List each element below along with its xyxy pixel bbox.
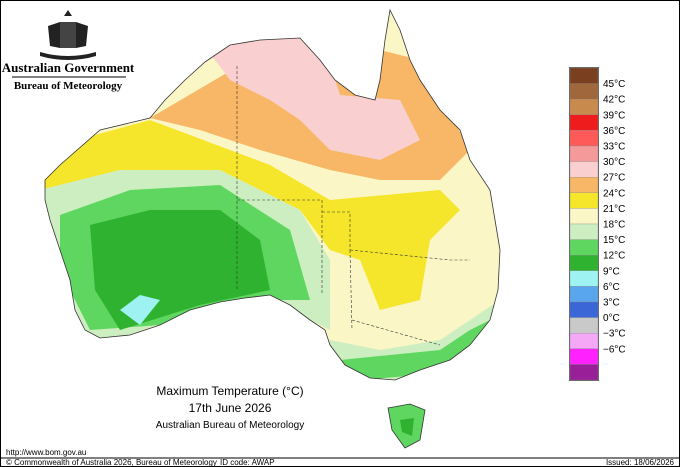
legend-swatch bbox=[569, 301, 599, 318]
legend-label: 18°C bbox=[603, 220, 625, 231]
legend-label: 42°C bbox=[603, 95, 625, 106]
emblem bbox=[40, 10, 96, 60]
legend-swatch bbox=[569, 364, 599, 381]
legend-label: 39°C bbox=[603, 110, 625, 121]
legend-swatch bbox=[569, 67, 599, 84]
legend-swatch bbox=[569, 99, 599, 115]
legend-label: 6°C bbox=[603, 282, 620, 293]
footer-issued: Issued: 18/06/2026 bbox=[606, 458, 675, 467]
legend-label: 36°C bbox=[603, 126, 625, 137]
legend-label: 0°C bbox=[603, 313, 620, 324]
legend-swatch bbox=[569, 317, 599, 334]
map-source: Australian Bureau of Meteorology bbox=[156, 420, 304, 431]
legend-label: 3°C bbox=[603, 298, 620, 309]
footer-id: ID code: AWAP bbox=[220, 458, 275, 467]
legend-swatch bbox=[569, 239, 599, 256]
legend-swatch bbox=[569, 223, 599, 240]
legend-label: 21°C bbox=[603, 204, 625, 215]
legend-label: 12°C bbox=[603, 251, 625, 262]
legend-label: −3°C bbox=[603, 329, 626, 340]
legend-label: −6°C bbox=[603, 344, 626, 355]
footer-url: http://www.bom.gov.au bbox=[6, 448, 86, 457]
legend-swatch bbox=[569, 348, 599, 365]
legend-swatch bbox=[569, 333, 599, 349]
legend-label: 30°C bbox=[603, 157, 625, 168]
legend-label: 33°C bbox=[603, 142, 625, 153]
legend-swatch bbox=[569, 177, 599, 193]
legend-label: 27°C bbox=[603, 173, 625, 184]
legend-swatch bbox=[569, 83, 599, 100]
legend-swatch bbox=[569, 270, 599, 287]
footer-copyright: © Commonwealth of Australia 2026, Bureau… bbox=[6, 458, 217, 467]
legend-swatch bbox=[569, 114, 599, 131]
map-title: Maximum Temperature (°C) bbox=[156, 384, 303, 398]
legend-swatch bbox=[569, 208, 599, 225]
agency-name: Bureau of Meteorology bbox=[14, 80, 123, 92]
legend-label: 9°C bbox=[603, 266, 620, 277]
legend-label: 24°C bbox=[603, 188, 625, 199]
legend-swatch bbox=[569, 192, 599, 209]
legend-frame bbox=[569, 67, 599, 381]
legend-swatch bbox=[569, 161, 599, 178]
legend-swatch bbox=[569, 145, 599, 162]
state-borders bbox=[236, 66, 470, 346]
legend-swatch bbox=[569, 255, 599, 271]
legend-label: 45°C bbox=[603, 79, 625, 90]
map-date: 17th June 2026 bbox=[189, 401, 272, 415]
legend-label: 15°C bbox=[603, 235, 625, 246]
government-name: Australian Government bbox=[2, 60, 135, 75]
legend-swatch bbox=[569, 130, 599, 147]
legend-swatch bbox=[569, 286, 599, 303]
tasmania-cool bbox=[400, 418, 414, 436]
legend: 45°C 42°C 39°C 36°C 33°C 30°C 27°C 24°C 21°C 18°C… bbox=[569, 67, 626, 381]
